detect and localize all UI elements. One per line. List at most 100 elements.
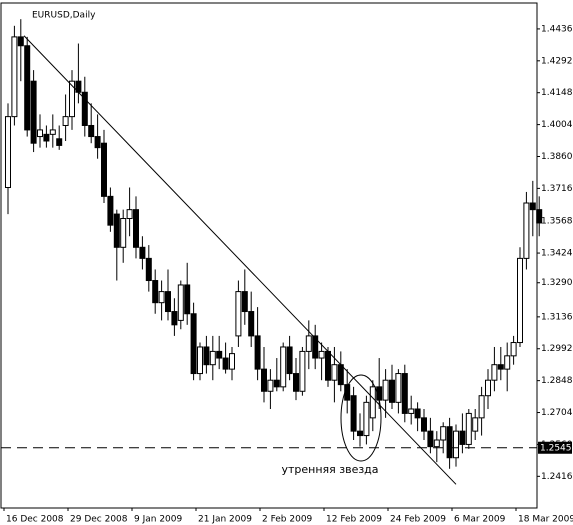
candle-body bbox=[286, 346, 293, 375]
annotation: утренняя звезда bbox=[281, 463, 378, 476]
candle-body bbox=[190, 313, 197, 375]
candle-body bbox=[401, 373, 408, 414]
candle-body bbox=[17, 36, 24, 47]
candle-body bbox=[11, 36, 18, 118]
candle-body bbox=[30, 80, 37, 144]
candle-body bbox=[293, 373, 299, 392]
candle-body bbox=[267, 379, 274, 392]
candle-body bbox=[69, 80, 75, 118]
y-tick-label: 1.3136 bbox=[541, 312, 573, 322]
candle-body bbox=[395, 373, 402, 403]
candle-body bbox=[229, 353, 235, 370]
candle-body bbox=[62, 116, 69, 126]
candle-body bbox=[113, 213, 120, 248]
candle-body bbox=[5, 116, 11, 189]
candle-body bbox=[81, 91, 88, 126]
candle-body bbox=[248, 311, 255, 337]
candle-body bbox=[517, 257, 523, 344]
candle-body bbox=[485, 379, 491, 397]
candle-body bbox=[126, 209, 133, 220]
candle-body bbox=[152, 280, 159, 304]
candle-body bbox=[171, 311, 178, 326]
price-label-box bbox=[538, 441, 572, 454]
y-tick-label: 1.2848 bbox=[541, 376, 573, 386]
candle-body bbox=[408, 408, 415, 414]
candle-body bbox=[261, 368, 267, 392]
candle-body bbox=[440, 426, 447, 441]
candle-body bbox=[427, 430, 434, 448]
y-tick-label: 1.4004 bbox=[541, 120, 573, 130]
y-tick-label: 1.3716 bbox=[541, 184, 573, 194]
y-tick-label: 1.2416 bbox=[541, 472, 573, 482]
highlight-ellipse bbox=[340, 374, 382, 462]
y-tick-label: 1.4436 bbox=[541, 24, 573, 34]
candle-body bbox=[222, 357, 229, 370]
candle-body bbox=[299, 350, 306, 392]
candle-body bbox=[197, 346, 203, 375]
candle-body bbox=[184, 284, 191, 315]
candle-body bbox=[312, 335, 319, 359]
y-tick-label: 1.3860 bbox=[541, 152, 573, 162]
candle-body bbox=[133, 209, 139, 248]
candle-body bbox=[510, 342, 517, 357]
x-tick-label: 2 Feb 2009 bbox=[262, 515, 313, 525]
candle-body bbox=[497, 364, 504, 370]
candle-body bbox=[88, 124, 95, 138]
candle-body bbox=[350, 395, 357, 432]
y-tick-label: 1.4292 bbox=[541, 56, 573, 66]
candle-body bbox=[363, 401, 370, 437]
candle-body bbox=[376, 386, 383, 401]
candle-body bbox=[24, 45, 31, 131]
candle-body bbox=[389, 379, 395, 403]
candle-body bbox=[465, 412, 472, 445]
x-tick-label: 6 Mar 2009 bbox=[454, 515, 506, 525]
y-tick-label: 1.2704 bbox=[541, 408, 573, 418]
candle-body bbox=[331, 364, 338, 381]
candle-body bbox=[491, 364, 498, 381]
candle-body bbox=[158, 291, 165, 304]
trend-line bbox=[23, 35, 457, 485]
x-tick-label: 18 Mar 2009 bbox=[518, 515, 573, 525]
candle-body bbox=[203, 346, 210, 366]
y-tick-label: 1.3424 bbox=[541, 249, 573, 259]
candle-body bbox=[433, 439, 440, 448]
candle-body bbox=[280, 346, 287, 388]
candle-body bbox=[523, 202, 530, 259]
x-tick-label: 21 Jan 2009 bbox=[198, 515, 252, 525]
candle-body bbox=[318, 350, 325, 359]
y-tick-label: 1.4148 bbox=[541, 88, 573, 98]
candle-body bbox=[49, 129, 56, 135]
candle-body bbox=[177, 284, 184, 321]
candle-body bbox=[216, 350, 223, 359]
candle-body bbox=[446, 426, 453, 459]
x-tick-label: 9 Jan 2009 bbox=[134, 515, 182, 525]
candle-body bbox=[453, 430, 459, 459]
candle-body bbox=[273, 379, 280, 388]
candle-body bbox=[478, 395, 485, 419]
candle-body bbox=[107, 195, 114, 226]
candle-body bbox=[43, 133, 50, 142]
plot-frame bbox=[0, 2, 538, 509]
candle-body bbox=[536, 209, 543, 224]
candle-body bbox=[421, 417, 427, 432]
chart-title: EURUSD,Daily bbox=[32, 11, 96, 21]
candle-body bbox=[254, 335, 261, 370]
x-tick-label: 24 Feb 2009 bbox=[390, 515, 446, 525]
candle-body bbox=[472, 417, 479, 432]
candle-body bbox=[382, 379, 389, 401]
x-tick-label: 12 Feb 2009 bbox=[326, 515, 382, 525]
candle-body bbox=[325, 350, 331, 381]
candle-body bbox=[235, 291, 242, 337]
candle-body bbox=[139, 246, 146, 259]
candle-body bbox=[369, 386, 376, 419]
candle-body bbox=[414, 408, 421, 419]
candle-body bbox=[120, 218, 127, 248]
price-label: 1.2545 bbox=[540, 443, 572, 453]
x-tick-label: 29 Dec 2008 bbox=[70, 515, 128, 525]
candle-body bbox=[504, 355, 511, 370]
y-tick-label: 1.2992 bbox=[541, 344, 573, 354]
candle-body bbox=[337, 364, 344, 386]
x-tick-label: 16 Dec 2008 bbox=[6, 515, 64, 525]
candle-body bbox=[56, 138, 63, 146]
y-tick-label: 1.3568 bbox=[541, 217, 573, 227]
